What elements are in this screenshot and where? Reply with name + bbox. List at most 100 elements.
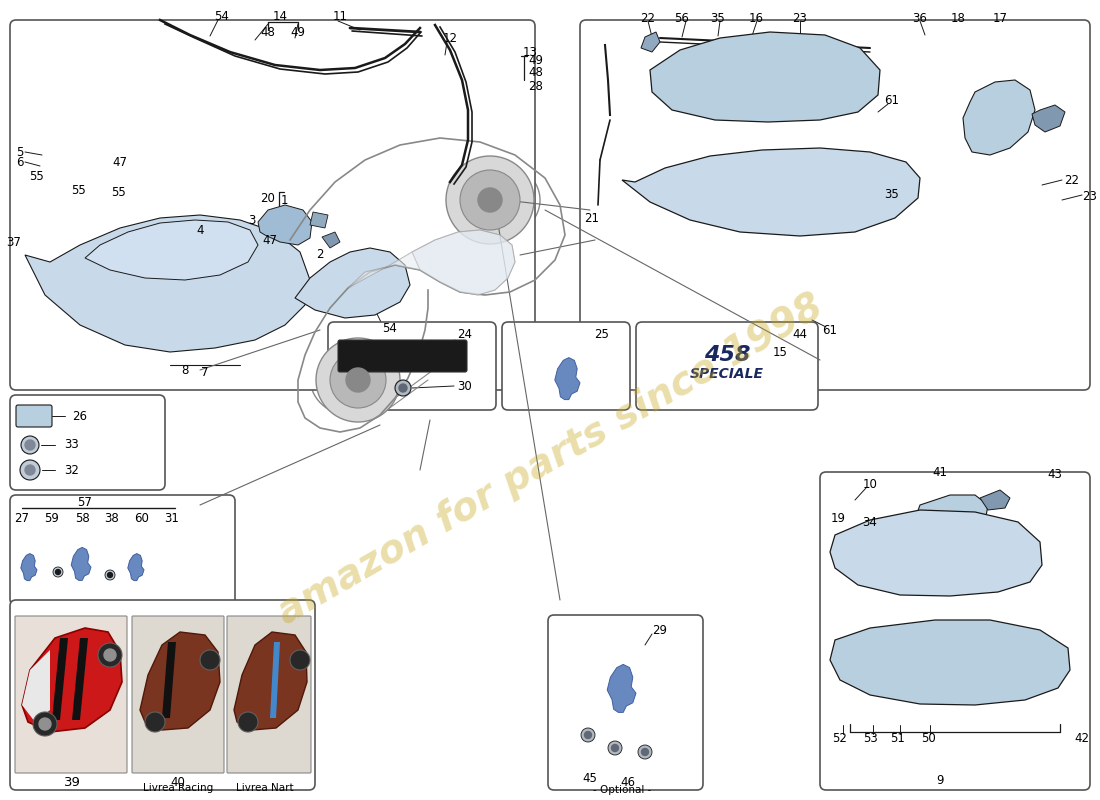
Polygon shape xyxy=(607,664,636,712)
Text: 45: 45 xyxy=(583,771,597,785)
Polygon shape xyxy=(962,80,1035,155)
Polygon shape xyxy=(258,205,312,245)
Polygon shape xyxy=(830,620,1070,705)
Text: 38: 38 xyxy=(104,511,120,525)
FancyBboxPatch shape xyxy=(16,405,52,427)
Polygon shape xyxy=(140,632,220,730)
Text: 26: 26 xyxy=(73,410,88,422)
Circle shape xyxy=(638,745,652,759)
Text: 52: 52 xyxy=(833,731,847,745)
FancyBboxPatch shape xyxy=(502,322,630,410)
FancyBboxPatch shape xyxy=(132,616,224,773)
Text: 25: 25 xyxy=(595,327,609,341)
Text: 22: 22 xyxy=(1065,174,1079,186)
Polygon shape xyxy=(72,547,91,581)
Circle shape xyxy=(20,460,40,480)
Text: 56: 56 xyxy=(674,11,690,25)
Text: 2: 2 xyxy=(317,249,323,262)
Text: 3: 3 xyxy=(249,214,255,226)
Text: 48: 48 xyxy=(528,66,543,78)
Polygon shape xyxy=(25,215,310,352)
Circle shape xyxy=(53,567,63,577)
Text: 13: 13 xyxy=(522,46,538,58)
Text: 55: 55 xyxy=(29,170,43,182)
Polygon shape xyxy=(554,358,580,400)
Circle shape xyxy=(608,741,622,755)
Circle shape xyxy=(641,749,649,755)
Circle shape xyxy=(395,380,411,396)
Text: 59: 59 xyxy=(45,511,59,525)
Text: SPECIALE: SPECIALE xyxy=(690,367,764,381)
Text: 1: 1 xyxy=(280,194,288,206)
Polygon shape xyxy=(22,628,122,732)
Text: - Optional -: - Optional - xyxy=(593,785,651,795)
Circle shape xyxy=(55,570,60,574)
Circle shape xyxy=(145,712,165,732)
Text: 35: 35 xyxy=(884,189,900,202)
Polygon shape xyxy=(322,232,340,248)
Text: 57: 57 xyxy=(78,495,92,509)
Circle shape xyxy=(25,465,35,475)
Text: 39: 39 xyxy=(64,775,80,789)
Text: apilak: apilak xyxy=(384,351,422,361)
Text: 44: 44 xyxy=(792,327,807,341)
Text: 55: 55 xyxy=(111,186,125,198)
Polygon shape xyxy=(21,554,37,581)
Circle shape xyxy=(39,718,51,730)
Text: 24: 24 xyxy=(458,327,473,341)
Text: 10: 10 xyxy=(862,478,878,490)
FancyBboxPatch shape xyxy=(10,495,235,605)
Circle shape xyxy=(104,570,116,580)
FancyBboxPatch shape xyxy=(580,20,1090,390)
Text: 31: 31 xyxy=(165,511,179,525)
Text: 36: 36 xyxy=(913,11,927,25)
Polygon shape xyxy=(270,642,280,718)
Circle shape xyxy=(581,728,595,742)
Text: 23: 23 xyxy=(793,11,807,25)
Polygon shape xyxy=(621,148,920,236)
FancyBboxPatch shape xyxy=(328,322,496,410)
Text: amazon for parts since 1998: amazon for parts since 1998 xyxy=(271,288,829,632)
Text: 34: 34 xyxy=(862,515,878,529)
Text: 15: 15 xyxy=(772,346,788,358)
Polygon shape xyxy=(162,642,176,718)
Circle shape xyxy=(200,650,220,670)
Text: 61: 61 xyxy=(884,94,900,106)
Text: 20: 20 xyxy=(261,191,275,205)
Text: 46: 46 xyxy=(620,775,636,789)
Circle shape xyxy=(478,188,502,212)
Text: 23: 23 xyxy=(1082,190,1098,203)
Text: 41: 41 xyxy=(933,466,947,478)
Circle shape xyxy=(399,384,407,392)
Polygon shape xyxy=(52,638,68,720)
FancyBboxPatch shape xyxy=(548,615,703,790)
Circle shape xyxy=(446,156,534,244)
Text: 29: 29 xyxy=(652,623,668,637)
Circle shape xyxy=(108,573,112,578)
Text: 4: 4 xyxy=(196,223,204,237)
Polygon shape xyxy=(310,212,328,228)
Circle shape xyxy=(21,436,38,454)
Text: 55: 55 xyxy=(70,183,86,197)
Text: 5: 5 xyxy=(16,146,24,158)
Text: 7: 7 xyxy=(201,366,209,379)
Text: 16: 16 xyxy=(748,11,763,25)
Text: 18: 18 xyxy=(950,11,966,25)
FancyBboxPatch shape xyxy=(15,616,127,773)
Text: 28: 28 xyxy=(528,79,543,93)
Text: 58: 58 xyxy=(75,511,89,525)
Polygon shape xyxy=(641,32,660,52)
FancyBboxPatch shape xyxy=(636,322,818,410)
FancyBboxPatch shape xyxy=(10,600,315,790)
Text: 27: 27 xyxy=(14,511,30,525)
Polygon shape xyxy=(650,32,880,122)
Text: 458: 458 xyxy=(704,345,750,365)
Circle shape xyxy=(612,745,618,751)
Polygon shape xyxy=(916,495,988,528)
Polygon shape xyxy=(295,248,410,318)
Text: 54: 54 xyxy=(214,10,230,23)
Text: 8: 8 xyxy=(182,363,189,377)
Text: 32: 32 xyxy=(65,463,79,477)
Text: 17: 17 xyxy=(992,11,1008,25)
Polygon shape xyxy=(830,510,1042,596)
